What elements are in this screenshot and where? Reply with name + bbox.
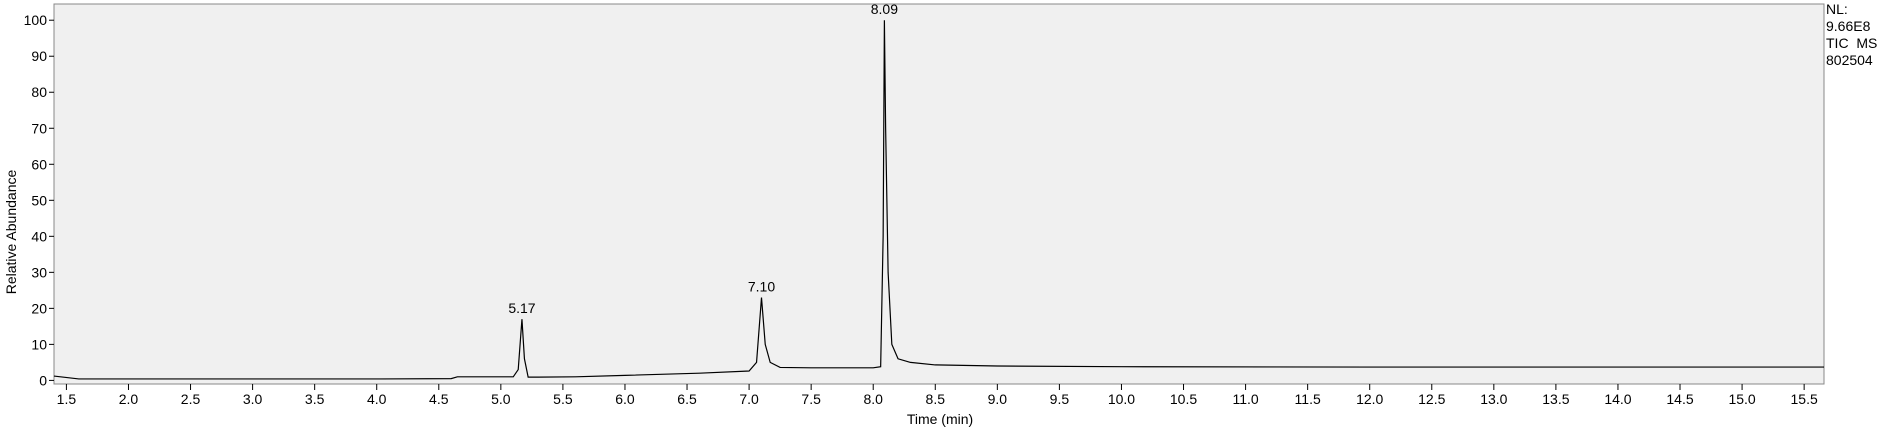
y-tick-label: 20: [31, 300, 47, 316]
y-tick-label: 10: [31, 336, 47, 352]
x-tick-label: 9.5: [1050, 391, 1070, 407]
peak-label: 8.09: [871, 1, 898, 17]
x-tick-label: 10.5: [1170, 391, 1197, 407]
y-tick-label: 60: [31, 156, 47, 172]
x-tick-label: 13.5: [1542, 391, 1569, 407]
peak-label: 5.17: [508, 300, 535, 316]
x-tick-label: 1.5: [57, 391, 77, 407]
x-tick-label: 11.0: [1232, 391, 1258, 407]
info-text: 9.66E8: [1826, 18, 1871, 34]
y-tick-label: 70: [31, 120, 47, 136]
y-tick-label: 30: [31, 264, 47, 280]
x-tick-label: 4.0: [367, 391, 387, 407]
x-tick-label: 8.0: [863, 391, 883, 407]
y-tick-label: 50: [31, 192, 47, 208]
y-tick-label: 90: [31, 48, 47, 64]
x-tick-label: 2.0: [119, 391, 139, 407]
trace: [53, 20, 1824, 380]
x-tick-label: 8.5: [926, 391, 946, 407]
x-tick-label: 10.0: [1108, 391, 1135, 407]
x-tick-label: 6.0: [615, 391, 635, 407]
x-tick-label: 12.0: [1356, 391, 1383, 407]
x-tick-label: 5.0: [491, 391, 511, 407]
x-tick-label: 3.0: [243, 391, 263, 407]
y-tick-label: 40: [31, 228, 47, 244]
x-axis-label: Time (min): [907, 411, 973, 427]
x-tick-label: 15.0: [1728, 391, 1755, 407]
info-text: 802504: [1826, 52, 1873, 68]
x-tick-label: 4.5: [429, 391, 449, 407]
x-tick-label: 13.0: [1480, 391, 1507, 407]
x-tick-label: 7.5: [801, 391, 821, 407]
y-axis-label: Relative Abundance: [3, 170, 19, 295]
x-tick-label: 6.5: [677, 391, 697, 407]
x-tick-label: 15.5: [1791, 391, 1818, 407]
y-tick-label: 100: [24, 12, 48, 28]
x-tick-label: 14.5: [1666, 391, 1693, 407]
x-tick-label: 9.0: [988, 391, 1008, 407]
plot-area: [53, 3, 1825, 385]
x-tick-label: 3.5: [305, 391, 325, 407]
peak-label: 7.10: [748, 279, 775, 295]
y-tick-label: 0: [39, 372, 47, 388]
info-text: TIC MS: [1826, 35, 1877, 51]
x-tick-label: 2.5: [181, 391, 201, 407]
x-tick-label: 12.5: [1418, 391, 1445, 407]
x-tick-label: 5.5: [553, 391, 573, 407]
info-text: NL:: [1826, 1, 1848, 17]
y-tick-label: 80: [31, 84, 47, 100]
x-tick-label: 11.5: [1295, 391, 1321, 407]
x-tick-label: 14.0: [1604, 391, 1631, 407]
x-tick-label: 7.0: [739, 391, 759, 407]
